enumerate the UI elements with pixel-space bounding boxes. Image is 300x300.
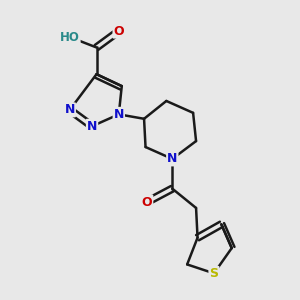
Text: N: N — [114, 108, 124, 121]
Text: N: N — [87, 120, 97, 133]
Text: HO: HO — [60, 31, 80, 44]
Text: S: S — [209, 267, 218, 280]
Text: N: N — [167, 152, 178, 165]
Text: O: O — [142, 196, 152, 208]
Text: O: O — [113, 25, 124, 38]
Text: N: N — [64, 103, 75, 116]
